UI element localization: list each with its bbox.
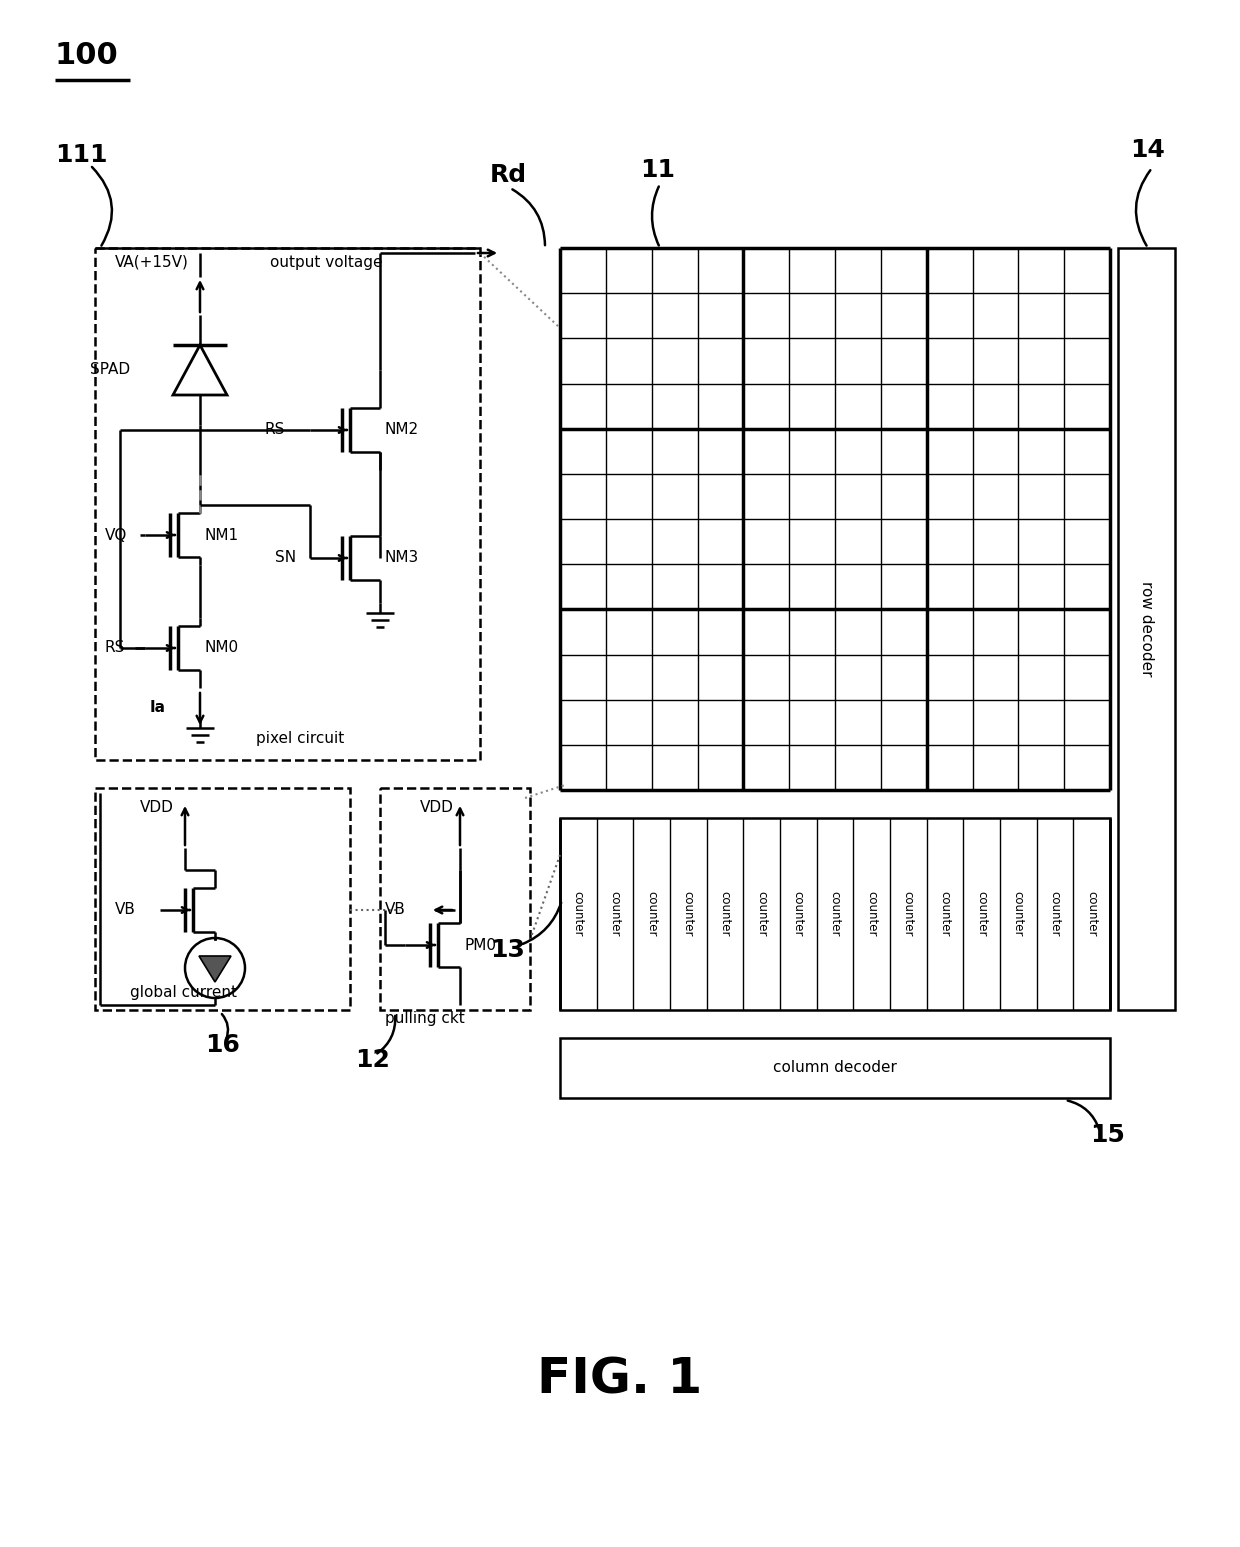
Text: Rd: Rd — [490, 162, 527, 187]
Text: VB: VB — [384, 902, 405, 917]
Text: counter: counter — [682, 891, 694, 937]
Text: counter: counter — [1012, 891, 1024, 937]
Text: VDD: VDD — [420, 800, 454, 815]
Polygon shape — [198, 956, 231, 982]
Text: NM1: NM1 — [205, 528, 239, 543]
Text: row decoder: row decoder — [1138, 582, 1153, 676]
Text: SN: SN — [275, 551, 296, 566]
Text: counter: counter — [792, 891, 805, 937]
Text: 15: 15 — [1090, 1123, 1125, 1146]
Text: PM0: PM0 — [465, 937, 497, 953]
Text: counter: counter — [572, 891, 585, 937]
Text: 16: 16 — [205, 1033, 239, 1057]
Text: counter: counter — [645, 891, 658, 937]
Text: NM2: NM2 — [384, 422, 419, 438]
Text: 111: 111 — [55, 142, 108, 167]
Text: pulling ckt: pulling ckt — [384, 1010, 465, 1026]
Text: VDD: VDD — [140, 800, 174, 815]
Text: counter: counter — [1049, 891, 1061, 937]
Bar — [1118, 248, 1176, 1010]
Text: RS: RS — [105, 640, 125, 656]
Text: counter: counter — [901, 891, 915, 937]
Text: FIG. 1: FIG. 1 — [537, 1357, 703, 1405]
Text: counter: counter — [939, 891, 951, 937]
Text: column decoder: column decoder — [773, 1061, 897, 1075]
Text: NM0: NM0 — [205, 640, 239, 656]
Text: 100: 100 — [55, 40, 119, 70]
Text: 13: 13 — [490, 937, 525, 962]
Text: 12: 12 — [355, 1047, 389, 1072]
Bar — [560, 1038, 1110, 1098]
Text: VA(+15V): VA(+15V) — [115, 255, 188, 269]
Text: Ia: Ia — [150, 701, 166, 716]
Text: output voltage: output voltage — [270, 255, 382, 269]
Text: RS: RS — [265, 422, 285, 438]
Text: global current: global current — [130, 985, 237, 1001]
Text: counter: counter — [755, 891, 768, 937]
Text: SPAD: SPAD — [89, 362, 130, 377]
Text: VB: VB — [115, 902, 136, 917]
Text: 11: 11 — [640, 158, 675, 183]
Text: counter: counter — [718, 891, 732, 937]
Text: counter: counter — [866, 891, 878, 937]
Text: NM3: NM3 — [384, 551, 419, 566]
Text: counter: counter — [975, 891, 988, 937]
Polygon shape — [174, 345, 227, 394]
Text: counter: counter — [609, 891, 621, 937]
Text: counter: counter — [828, 891, 842, 937]
Text: pixel circuit: pixel circuit — [255, 730, 345, 746]
Text: 14: 14 — [1130, 138, 1164, 162]
Text: VQ: VQ — [105, 528, 128, 543]
Bar — [560, 818, 1110, 1010]
Text: counter: counter — [1085, 891, 1099, 937]
